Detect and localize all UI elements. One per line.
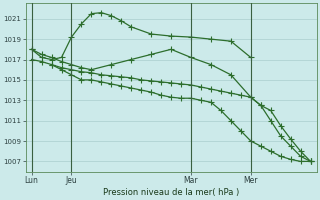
X-axis label: Pression niveau de la mer( hPa ): Pression niveau de la mer( hPa ) [103, 188, 239, 197]
